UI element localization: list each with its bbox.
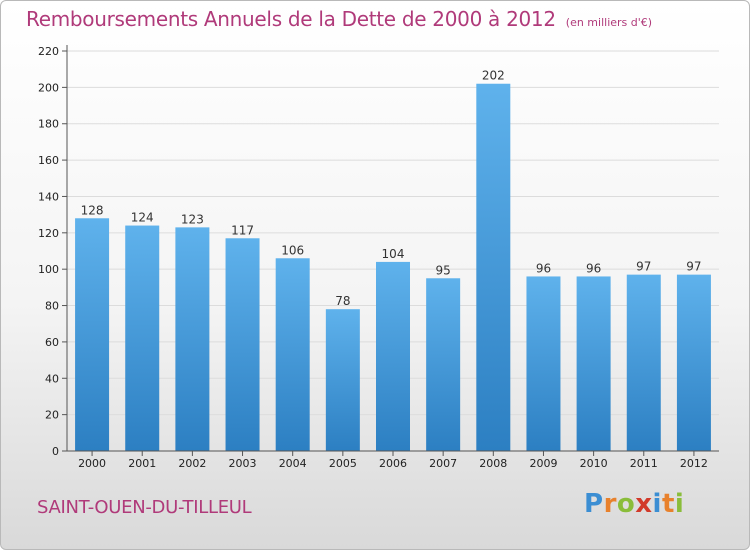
y-tick-label: 60 xyxy=(45,336,59,349)
logo-letter: r xyxy=(603,489,617,519)
bar-2001 xyxy=(125,225,160,451)
bar-2000 xyxy=(75,218,110,451)
y-tick-label: 200 xyxy=(38,81,59,94)
y-tick-label: 220 xyxy=(38,45,59,58)
bar-2011 xyxy=(626,274,661,451)
logo-letter: P xyxy=(584,489,604,519)
x-tick-label: 2011 xyxy=(630,457,658,470)
bar-2012 xyxy=(676,274,711,451)
y-tick-label: 20 xyxy=(45,409,59,422)
axis-layer: 0 20 40 60 80 100 120 140 160 180 200 220 2000 2001 20… xyxy=(38,45,719,470)
bar-value-label: 117 xyxy=(231,223,254,237)
logo-letter: i xyxy=(652,489,662,519)
y-tick-label: 0 xyxy=(52,445,59,458)
bar-2002 xyxy=(175,227,210,451)
logo-letter: x xyxy=(635,489,653,519)
y-tick-label: 140 xyxy=(38,190,59,203)
bar-layer: 128 124 123 117 106 78 104 95 202 96 96 97 97 xyxy=(75,69,711,452)
y-tick-label: 120 xyxy=(38,227,59,240)
x-tick-label: 2008 xyxy=(479,457,507,470)
x-tick-label: 2005 xyxy=(329,457,357,470)
bar-2005 xyxy=(325,309,360,451)
bar-value-label: 128 xyxy=(81,203,104,217)
bar-value-label: 104 xyxy=(382,247,405,261)
bar-value-label: 96 xyxy=(586,261,601,275)
commune-name: SAINT-OUEN-DU-TILLEUL xyxy=(37,497,252,518)
bar-2009 xyxy=(526,276,561,451)
logo-letter: o xyxy=(616,489,636,519)
x-tick-label: 2010 xyxy=(580,457,608,470)
chart-unit: (en milliers d'€) xyxy=(565,16,653,29)
chart-title: Remboursements Annuels de la Dette de 20… xyxy=(26,7,556,31)
bar-2004 xyxy=(275,258,310,451)
proxiti-logo[interactable]: Proxiti xyxy=(584,489,684,519)
bar-value-label: 124 xyxy=(131,211,154,225)
bar-2007 xyxy=(426,278,461,451)
logo-letter: t xyxy=(661,489,675,519)
bar-2010 xyxy=(576,276,611,451)
y-tick-label: 160 xyxy=(38,154,59,167)
title-line: Remboursements Annuels de la Dette de 20… xyxy=(26,7,652,31)
y-tick-label: 80 xyxy=(45,300,59,313)
x-tick-label: 2006 xyxy=(379,457,407,470)
bar-value-label: 78 xyxy=(335,294,350,308)
bar-2003 xyxy=(225,238,260,451)
bar-value-label: 96 xyxy=(536,261,551,275)
x-tick-label: 2012 xyxy=(680,457,708,470)
x-tick-label: 2001 xyxy=(128,457,156,470)
bar-value-label: 97 xyxy=(686,260,701,274)
y-tick-label: 180 xyxy=(38,118,59,131)
bar-2008 xyxy=(476,83,511,452)
bar-value-label: 97 xyxy=(636,260,651,274)
bar-value-label: 95 xyxy=(436,263,451,277)
x-tick-label: 2007 xyxy=(429,457,457,470)
logo-letter: i xyxy=(674,489,685,519)
x-tick-label: 2009 xyxy=(529,457,557,470)
x-tick-label: 2000 xyxy=(78,457,106,470)
bar-value-label: 123 xyxy=(181,212,204,226)
y-tick-label: 100 xyxy=(38,263,59,276)
bar-value-label: 202 xyxy=(482,69,505,83)
bar-value-label: 106 xyxy=(281,243,304,257)
x-tick-label: 2003 xyxy=(229,457,257,470)
x-tick-label: 2002 xyxy=(178,457,206,470)
y-tick-label: 40 xyxy=(45,372,59,385)
x-tick-label: 2004 xyxy=(279,457,307,470)
bar-2006 xyxy=(376,261,410,451)
